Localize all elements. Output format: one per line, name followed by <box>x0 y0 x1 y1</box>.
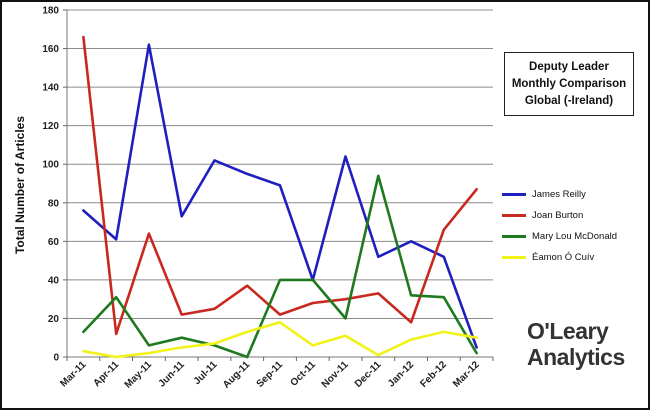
chart-title-box: Deputy Leader Monthly Comparison Global … <box>504 52 634 116</box>
legend-swatch <box>502 235 526 238</box>
x-tick-label: Sep-11 <box>255 359 286 390</box>
series-line-james-reilly <box>82 43 478 349</box>
x-tick-label: Jun-11 <box>157 359 187 389</box>
legend-item-eamon-o-cuiv: Éamon Ó Cuív <box>502 247 638 268</box>
legend-swatch <box>502 214 526 217</box>
x-tick-label: Nov-11 <box>320 359 351 390</box>
legend-item-mary-lou-mcdonald: Mary Lou McDonald <box>502 226 638 247</box>
y-tick-label: 160 <box>42 44 59 55</box>
legend-label: Éamon Ó Cuív <box>532 252 595 263</box>
chart-title-line-2: Monthly Comparison <box>511 77 627 90</box>
logo-line-2: Analytics <box>527 344 625 370</box>
chart-legend: James Reilly Joan Burton Mary Lou McDona… <box>502 184 638 268</box>
x-tick-label: Jul-11 <box>192 359 220 387</box>
legend-item-joan-burton: Joan Burton <box>502 205 638 226</box>
legend-swatch <box>502 193 526 196</box>
logo-line-1: O'Leary <box>527 318 609 344</box>
y-tick-label: 20 <box>48 314 60 325</box>
y-tick-label: 60 <box>48 237 60 248</box>
chart-title-line-3: Global (-Ireland) <box>524 94 614 107</box>
legend-swatch <box>502 256 526 259</box>
x-tick-label: Mar-12 <box>451 359 482 390</box>
x-tick-label: Mar-11 <box>58 359 88 389</box>
y-tick-label: 100 <box>42 160 59 171</box>
legend-label: James Reilly <box>532 189 586 200</box>
y-tick-label: 40 <box>48 275 60 286</box>
series-line-mary-lou-mcdonald <box>82 174 478 359</box>
x-tick-label: Jan-12 <box>386 359 416 389</box>
x-tick-label: Oct-11 <box>288 359 318 389</box>
y-tick-label: 120 <box>42 121 59 132</box>
x-tick-label: Dec-11 <box>353 359 384 390</box>
x-tick-label: Apr-11 <box>91 359 121 389</box>
y-tick-label: 140 <box>42 83 59 94</box>
series-line--amon-cu-v <box>82 320 478 359</box>
legend-label: Mary Lou McDonald <box>532 231 618 242</box>
y-tick-label: 0 <box>53 353 59 364</box>
y-tick-label: 80 <box>48 198 60 209</box>
x-tick-label: May-11 <box>123 359 155 391</box>
x-tick-label: Aug-11 <box>221 359 253 391</box>
chart-title-line-1: Deputy Leader <box>529 60 609 73</box>
brand-logo: O'Leary Analytics <box>527 318 625 370</box>
legend-item-james-reilly: James Reilly <box>502 184 638 205</box>
x-tick-label: Feb-12 <box>418 359 449 390</box>
series-line-joan-burton <box>82 35 478 336</box>
legend-label: Joan Burton <box>532 210 584 221</box>
y-axis-title: Total Number of Articles <box>13 116 27 254</box>
y-tick-label: 180 <box>42 6 59 17</box>
